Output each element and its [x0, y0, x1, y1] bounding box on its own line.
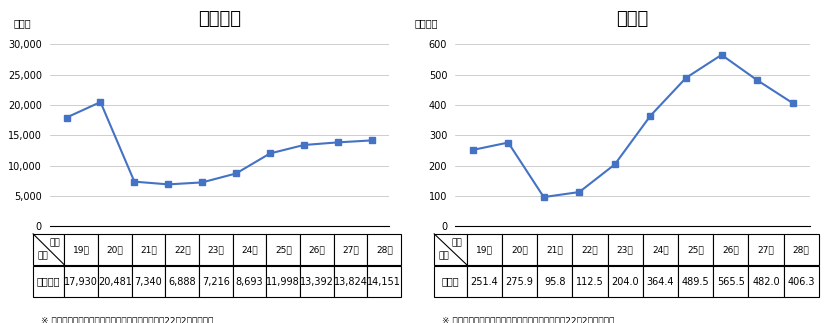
Text: 22年: 22年: [174, 245, 190, 254]
Bar: [98, 234, 131, 265]
Text: 21年: 21年: [140, 245, 157, 254]
Text: 26年: 26年: [723, 245, 739, 254]
Text: 21年: 21年: [547, 245, 563, 254]
Text: 区分: 区分: [438, 252, 449, 261]
Text: 482.0: 482.0: [752, 277, 780, 287]
Bar: [572, 234, 608, 265]
Text: 13,392: 13,392: [300, 277, 334, 287]
Text: 19年: 19年: [73, 245, 89, 254]
Bar: [334, 266, 367, 297]
Text: 27年: 27年: [342, 245, 359, 254]
Bar: [434, 266, 467, 297]
Y-axis label: （件）: （件）: [14, 18, 31, 28]
Bar: [783, 266, 819, 297]
Bar: [199, 234, 232, 265]
Bar: [783, 234, 819, 265]
Text: 7,216: 7,216: [202, 277, 230, 287]
Text: 7,340: 7,340: [135, 277, 162, 287]
Text: 364.4: 364.4: [647, 277, 674, 287]
Text: 112.5: 112.5: [576, 277, 604, 287]
Bar: [33, 234, 65, 265]
Bar: [643, 266, 678, 297]
Bar: [300, 234, 334, 265]
Bar: [65, 234, 98, 265]
Text: 251.4: 251.4: [471, 277, 499, 287]
Text: 23年: 23年: [617, 245, 633, 254]
Text: 25年: 25年: [687, 245, 704, 254]
Text: 6,888: 6,888: [169, 277, 196, 287]
Bar: [608, 266, 643, 297]
Text: 13,824: 13,824: [333, 277, 367, 287]
Text: 年次: 年次: [50, 238, 60, 247]
Text: 28年: 28年: [376, 245, 393, 254]
Text: 23年: 23年: [208, 245, 224, 254]
Text: 8,693: 8,693: [236, 277, 263, 287]
Text: 11,998: 11,998: [266, 277, 300, 287]
Text: 95.8: 95.8: [544, 277, 566, 287]
Text: 204.0: 204.0: [611, 277, 639, 287]
Text: 区分: 区分: [37, 252, 48, 261]
Text: 489.5: 489.5: [681, 277, 710, 287]
Text: 14,151: 14,151: [367, 277, 401, 287]
Bar: [367, 266, 401, 297]
Bar: [232, 266, 266, 297]
Text: 20,481: 20,481: [98, 277, 131, 287]
Bar: [608, 234, 643, 265]
Bar: [199, 266, 232, 297]
Bar: [572, 266, 608, 297]
Bar: [748, 234, 783, 265]
Text: 認知件数: 認知件数: [37, 277, 60, 287]
Bar: [434, 234, 467, 265]
Bar: [165, 234, 199, 265]
Bar: [131, 266, 165, 297]
Text: 被害額: 被害額: [442, 277, 459, 287]
Text: 275.9: 275.9: [505, 277, 533, 287]
Text: 26年: 26年: [308, 245, 325, 254]
Bar: [33, 266, 65, 297]
Bar: [334, 234, 367, 265]
Bar: [538, 266, 572, 297]
Bar: [502, 266, 538, 297]
Text: 24年: 24年: [241, 245, 258, 254]
Bar: [165, 266, 199, 297]
Text: 406.3: 406.3: [787, 277, 815, 287]
Text: 19年: 19年: [476, 245, 493, 254]
Bar: [98, 266, 131, 297]
Text: 20年: 20年: [107, 245, 123, 254]
Text: 24年: 24年: [652, 245, 669, 254]
Y-axis label: （億円）: （億円）: [414, 18, 438, 28]
Text: ※ 振り込め詐欺以外の特殊詐欺については、平成22年2月から集計: ※ 振り込め詐欺以外の特殊詐欺については、平成22年2月から集計: [442, 317, 614, 323]
Bar: [131, 234, 165, 265]
Bar: [643, 234, 678, 265]
Bar: [300, 266, 334, 297]
Bar: [713, 234, 748, 265]
Text: 28年: 28年: [793, 245, 810, 254]
Title: 認知件数: 認知件数: [198, 10, 241, 28]
Bar: [713, 266, 748, 297]
Text: 565.5: 565.5: [717, 277, 744, 287]
Bar: [502, 234, 538, 265]
Bar: [232, 234, 266, 265]
Bar: [266, 234, 300, 265]
Text: 25年: 25年: [275, 245, 292, 254]
Bar: [678, 266, 713, 297]
Bar: [467, 266, 502, 297]
Bar: [678, 234, 713, 265]
Bar: [266, 266, 300, 297]
Bar: [65, 266, 98, 297]
Title: 被害額: 被害額: [617, 10, 648, 28]
Bar: [538, 234, 572, 265]
Bar: [748, 266, 783, 297]
Bar: [367, 234, 401, 265]
Text: 20年: 20年: [511, 245, 528, 254]
Text: 17,930: 17,930: [65, 277, 98, 287]
Text: 27年: 27年: [758, 245, 774, 254]
Text: ※ 振り込め詐欺以外の特殊詐欺については、平成22年2月から集計: ※ 振り込め詐欺以外の特殊詐欺については、平成22年2月から集計: [41, 317, 213, 323]
Text: 22年: 22年: [581, 245, 598, 254]
Text: 年次: 年次: [452, 238, 462, 247]
Bar: [467, 234, 502, 265]
